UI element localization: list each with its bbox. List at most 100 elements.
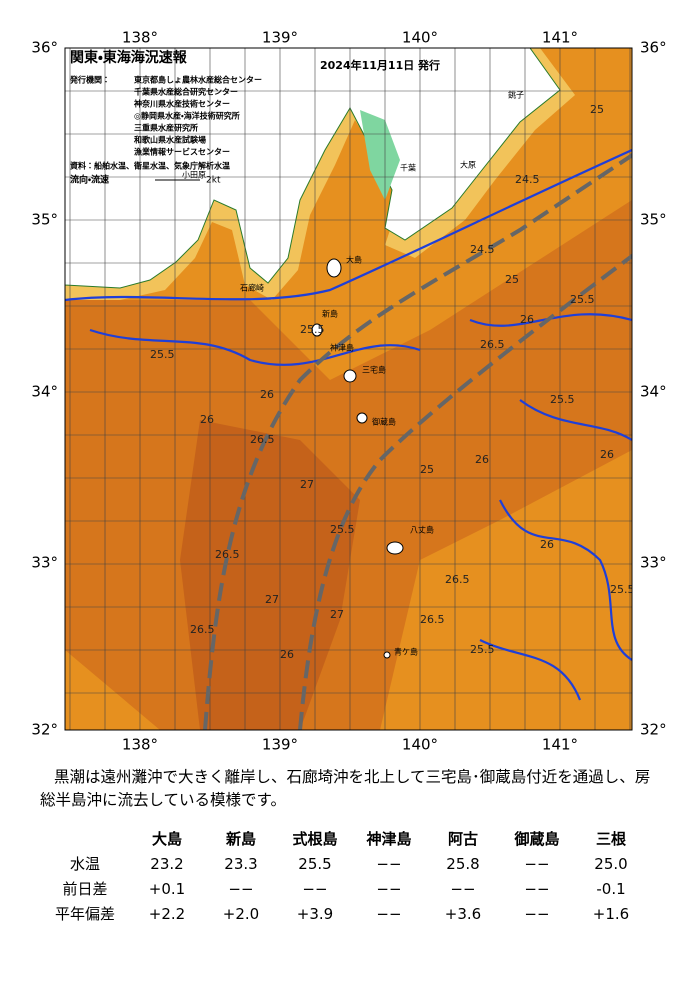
cell: −− <box>376 904 402 923</box>
kuroshio-axis <box>203 152 632 730</box>
lat-label-left: 32° <box>31 721 58 739</box>
issuer: 神奈川県水産技術センター <box>133 99 230 109</box>
contour-label: 25 <box>420 463 434 476</box>
contour-label: 26 <box>520 313 534 326</box>
cell: −− <box>228 879 254 898</box>
cell: −− <box>450 879 476 898</box>
column-header: 新島 <box>225 830 256 848</box>
cell: 23.2 <box>150 854 184 873</box>
lon-label-bottom: 138° <box>122 736 158 754</box>
column-header: 大島 <box>151 830 182 848</box>
contour-label: 25.5 <box>570 293 595 306</box>
contour-label: 25.5 <box>610 583 635 596</box>
corner <box>40 826 130 851</box>
contour-label: 26 <box>280 648 294 661</box>
issuer: 東京都島しょ農林水産総合センター <box>134 75 262 85</box>
header-row: 大島 新島 式根島 神津島 阿古 御蔵島 三根 <box>40 826 648 851</box>
contour-label: 25.5 <box>300 323 325 336</box>
issuer: 千葉県水産総合研究センター <box>134 87 238 97</box>
contour-label: 25.5 <box>330 523 355 536</box>
contour-label: 26 <box>540 538 554 551</box>
isotherms <box>65 148 632 701</box>
contour-label: 25.5 <box>150 348 175 361</box>
issuer-label: 発行機関： <box>69 75 110 85</box>
contour-label: 25 <box>505 273 519 286</box>
issue-date: 2024年11月11日 発行 <box>320 58 440 72</box>
place-label: 三宅島 <box>362 365 386 375</box>
cell: 25.0 <box>594 854 628 873</box>
table-row: 水温 23.2 23.3 25.5 −− 25.8 −− 25.0 <box>40 851 648 876</box>
place-label: 大原 <box>460 160 476 170</box>
lat-label-right: 36° <box>640 39 667 57</box>
contour-label: 27 <box>265 593 279 606</box>
table-row: 前日差 +0.1 −− −− −− −− −− -0.1 <box>40 876 648 901</box>
contour-label: 26.5 <box>215 548 240 561</box>
lat-label-left: 34° <box>31 383 58 401</box>
lon-label-bottom: 139° <box>262 736 298 754</box>
row-header: 水温 <box>69 855 100 873</box>
contour-label: 25 <box>590 103 604 116</box>
column-header: 阿古 <box>447 830 478 848</box>
lat-label-right: 33° <box>640 554 667 572</box>
cell: −− <box>524 879 550 898</box>
lat-label-left: 36° <box>31 39 58 57</box>
lon-label-top: 138° <box>122 29 158 47</box>
lon-label-top: 141° <box>542 29 578 47</box>
contour-label: 26 <box>260 388 274 401</box>
lat-label-right: 34° <box>640 383 667 401</box>
grid <box>65 48 632 730</box>
map-title: 関東・東海海況速報 <box>70 49 188 66</box>
lat-label-left: 33° <box>31 554 58 572</box>
lat-label-left: 35° <box>31 211 58 229</box>
place-label: 神津島 <box>330 343 354 353</box>
issuers: 東京都島しょ農林水産総合センター千葉県水産総合研究センター神奈川県水産技術センタ… <box>133 75 262 157</box>
cell: −− <box>302 879 328 898</box>
place-label: 御蔵島 <box>372 417 396 427</box>
issuer: 漁業情報サービスセンター <box>134 147 230 157</box>
issuer: 三重県水産研究所 <box>134 123 198 133</box>
contour-label: 27 <box>330 608 344 621</box>
row-header: 平年偏差 <box>54 905 115 923</box>
sst-map: 25.5 25.5 26 26 26.5 26.5 27 27 26.5 26 25.5 25 24.5… <box>31 29 667 754</box>
cell: +1.6 <box>592 904 630 923</box>
contour-labels: 25.5 25.5 26 26 26.5 26.5 27 27 26.5 26 25.5 25 24.5… <box>150 103 635 661</box>
lon-label-bottom: 141° <box>542 736 578 754</box>
contour-label: 26.5 <box>445 573 470 586</box>
cell: 25.8 <box>446 854 480 873</box>
lat-label-right: 32° <box>640 721 667 739</box>
issuer: 和歌山県水産試験場 <box>134 135 206 145</box>
land <box>65 48 561 289</box>
islands <box>311 258 404 659</box>
place-label: 石廊崎 <box>240 283 264 293</box>
contour-label: 26 <box>475 453 489 466</box>
lon-label-bottom: 140° <box>402 736 438 754</box>
place-label: 銚子 <box>508 90 524 100</box>
cell: +0.1 <box>148 879 186 898</box>
column-header: 御蔵島 <box>514 830 560 848</box>
cell: 25.5 <box>298 854 332 873</box>
flow-legend: 流向・流速 <box>70 174 110 186</box>
flow-unit: 2kt <box>206 176 221 186</box>
place-label: 青ケ島 <box>394 647 418 657</box>
contour-label: 25.5 <box>550 393 575 406</box>
row-header: 前日差 <box>62 880 108 898</box>
contour-label: 26.5 <box>420 613 445 626</box>
cell: -0.1 <box>596 879 626 898</box>
column-header: 神津島 <box>366 830 412 848</box>
map-body: 25.5 25.5 26 26 26.5 26.5 27 27 26.5 26 25.5 25 24.5… <box>65 48 635 730</box>
lon-label-top: 140° <box>402 29 438 47</box>
table-row: 平年偏差 +2.2 +2.0 +3.9 −− +3.6 −− +1.6 <box>40 901 648 926</box>
contour-label: 25.5 <box>470 643 495 656</box>
cell: +3.6 <box>444 904 482 923</box>
cell: −− <box>524 854 550 873</box>
cell: +3.9 <box>296 904 334 923</box>
contour-label: 26 <box>600 448 614 461</box>
frame <box>64 47 633 731</box>
data-table: 大島 新島 式根島 神津島 阿古 御蔵島 三根 水温 23.2 23.3 25.5 −− 25.8 −− 2… <box>40 826 648 926</box>
tokyo-bay <box>360 110 400 200</box>
summary: 黒潮は遠州灘沖で大きく離岸し、石廊埼沖を北上して三宅島･御蔵島付近を通過し、房総… <box>40 768 651 809</box>
column-header: 三根 <box>595 830 626 848</box>
source: 資料：船舶水温、衛星水温、気象庁解析水温 <box>70 161 230 171</box>
